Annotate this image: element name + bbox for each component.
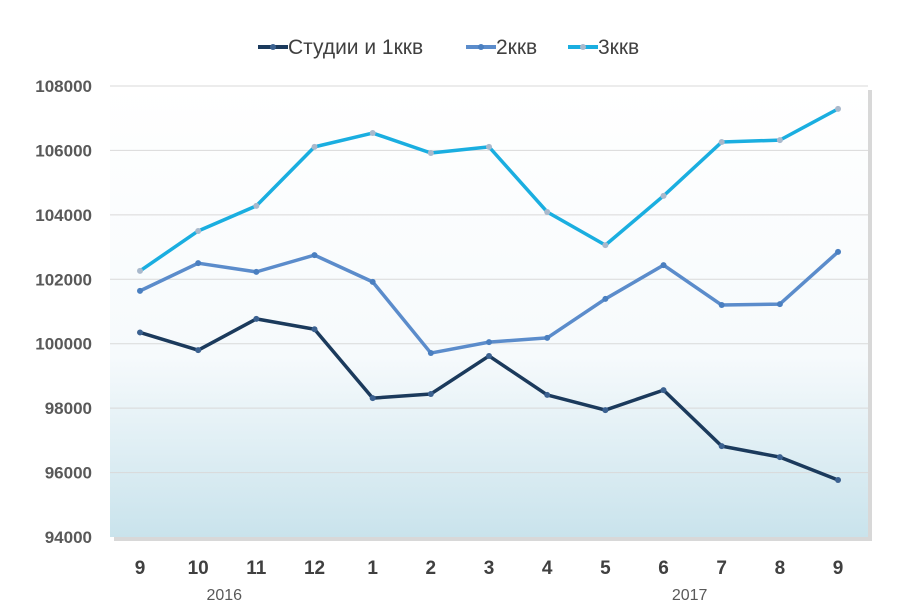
y-tick-label: 102000	[35, 270, 92, 289]
data-point	[602, 242, 609, 249]
x-tick-label: 2	[426, 558, 437, 579]
data-point	[660, 262, 667, 269]
data-point	[718, 302, 725, 309]
data-point	[195, 227, 202, 234]
x-tick-label: 7	[716, 558, 727, 579]
legend-item-2: 3ккв	[568, 36, 639, 59]
x-tick-label: 9	[135, 558, 146, 579]
x-tick-label: 5	[600, 558, 611, 579]
y-tick-label: 100000	[35, 335, 92, 354]
y-tick-label: 108000	[35, 77, 92, 96]
data-point	[311, 143, 318, 150]
data-point	[776, 301, 783, 308]
data-point	[195, 347, 202, 354]
legend-item-0: Студии и 1ккв	[258, 36, 423, 59]
legend-item-1: 2ккв	[466, 36, 537, 59]
legend-marker-icon	[478, 44, 484, 50]
data-point	[718, 443, 725, 450]
data-point	[369, 278, 376, 285]
data-point	[137, 287, 143, 294]
x-tick-label: 12	[304, 558, 325, 579]
data-point	[369, 395, 376, 402]
legend-label: 2ккв	[496, 36, 537, 59]
x-tick-label: 9	[833, 558, 844, 579]
data-point	[602, 407, 609, 414]
y-tick-label: 96000	[45, 464, 92, 483]
data-point	[195, 260, 202, 267]
data-point	[835, 105, 842, 112]
data-point	[835, 248, 842, 255]
y-tick-label: 94000	[45, 528, 92, 547]
data-point	[427, 150, 434, 157]
year-label: 2017	[672, 587, 708, 604]
data-point	[835, 476, 842, 483]
data-point	[253, 315, 260, 322]
plot-area	[110, 86, 868, 537]
x-tick-label: 3	[484, 558, 495, 579]
data-point	[776, 454, 783, 461]
data-point	[369, 130, 376, 137]
y-tick-label: 106000	[35, 141, 92, 160]
legend-label: 3ккв	[598, 36, 639, 59]
data-point	[311, 326, 318, 333]
y-tick-label: 104000	[35, 206, 92, 225]
data-point	[486, 339, 493, 346]
x-tick-label: 1	[367, 558, 378, 579]
data-point	[137, 267, 143, 274]
data-point	[660, 387, 667, 394]
year-label: 2016	[206, 587, 242, 604]
legend-label: Студии и 1ккв	[288, 36, 423, 59]
legend-marker-icon	[580, 44, 586, 50]
y-tick-label: 98000	[45, 399, 92, 418]
x-tick-label: 11	[246, 558, 267, 579]
data-point	[427, 390, 434, 397]
data-point	[137, 329, 143, 336]
x-tick-label: 4	[542, 558, 553, 579]
data-point	[544, 334, 551, 341]
legend-marker-icon	[270, 44, 276, 50]
x-tick-label: 6	[658, 558, 669, 579]
data-point	[486, 352, 493, 359]
data-point	[544, 391, 551, 398]
data-point	[602, 295, 609, 302]
data-point	[427, 350, 434, 357]
x-tick-label: 8	[775, 558, 786, 579]
data-point	[311, 252, 318, 259]
data-point	[776, 137, 783, 144]
x-tick-label: 10	[188, 558, 209, 579]
data-point	[544, 208, 551, 215]
data-point	[486, 143, 493, 150]
data-point	[253, 202, 260, 209]
data-point	[253, 268, 260, 275]
data-point	[718, 139, 725, 146]
data-point	[660, 192, 667, 199]
